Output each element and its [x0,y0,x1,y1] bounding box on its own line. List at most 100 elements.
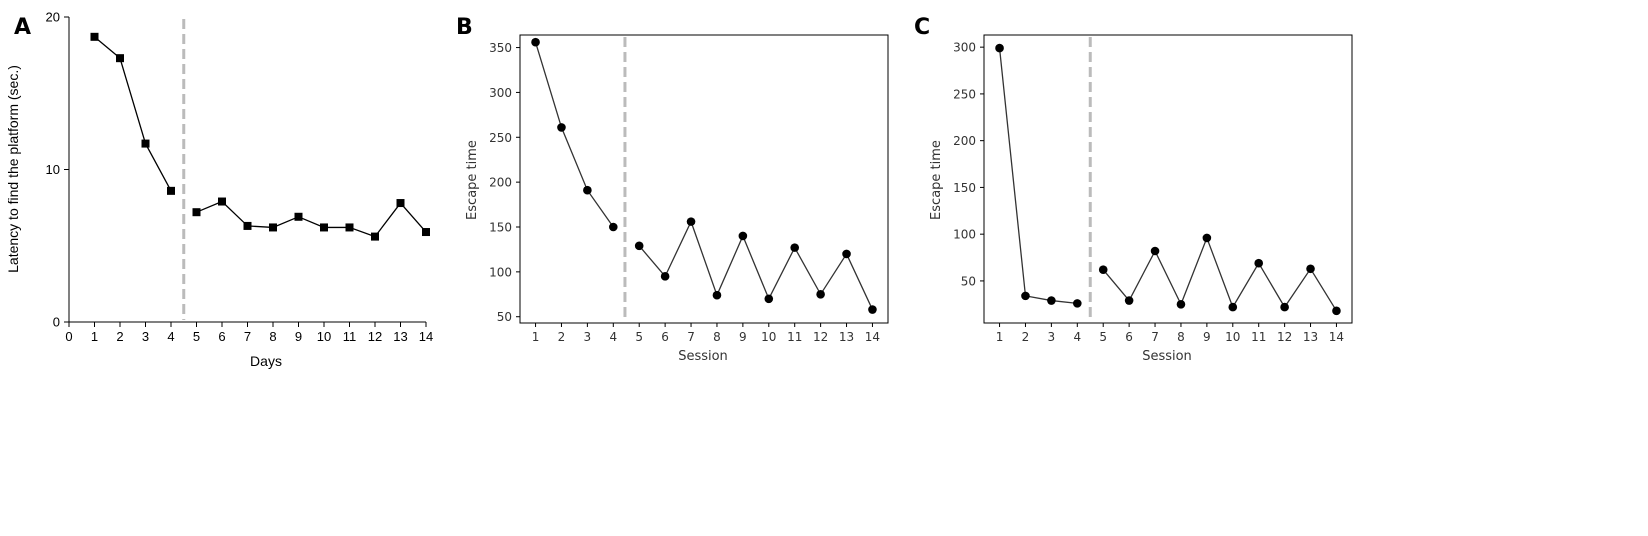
panel-c-x-tick-label: 12 [1277,330,1292,344]
panel-a-data-point [345,223,354,232]
panel-b-frame [519,34,889,324]
panel-a-x-tick-label: 3 [142,329,149,344]
panel-c-data-point [1202,233,1212,243]
panel-b-data-point [816,289,825,299]
panel-a-x-tick-label: 11 [343,329,357,344]
panel-a-x-tick-label: 6 [218,329,225,344]
panel-c-x-tick-label: 10 [1225,330,1240,344]
panel-c-x-tick-label: 14 [1329,330,1344,344]
panel-b-y-tick-label: 250 [489,131,512,145]
panel-a-x-axis-label: Days [250,353,282,369]
panel-b-x-tick-label: 6 [661,330,669,344]
panel-b-x-axis-label: Session [678,349,728,364]
panel-b-x-tick-label: 10 [761,330,776,344]
panel-a-data-point [422,228,430,237]
panel-c-x-tick-label: 1 [996,330,1004,344]
panel-b-y-tick-label: 350 [489,41,512,55]
panel-b-data-point [712,290,722,300]
panel-b-data-point [531,37,540,47]
panel-a-data-point [90,32,99,41]
panel-c-y-axis-label: Escape time [929,140,944,220]
panel-c-data-point [1254,258,1264,268]
panel-b-letter: B [456,15,473,40]
panel-b-x-tick-label: 7 [687,330,695,344]
panel-b-data-point [764,294,774,304]
panel-b-data-point [634,241,644,251]
panel-c-y-tick-label: 50 [961,274,976,288]
panel-a-data-point [269,223,277,232]
panel-c-data-point [1150,246,1160,256]
panel-c-x-tick-label: 6 [1125,330,1133,344]
panel-b-data-point [660,272,670,281]
panel-c-frame [983,34,1353,324]
panel-c-x-tick-label: 4 [1073,330,1081,344]
panel-a-data-point [192,208,201,217]
panel-c-x-tick-label: 5 [1099,330,1107,344]
panel-c-x-tick-label: 3 [1048,330,1056,344]
panel-c-data-point [1228,302,1238,312]
panel-a-x-tick-label: 9 [295,329,302,344]
panel-c-data-point [995,43,1004,53]
panel-c-data-point [1047,296,1056,305]
panel-a-series-line-1 [94,36,172,192]
panel-c-x-axis-label: Session [1142,349,1192,364]
panel-a-y-axis-label: Latency to find the platform (sec.) [5,65,21,273]
panel-c-series-line-1 [998,48,1078,305]
panel-b-data-point [790,243,800,252]
panel-c-data-point [1098,265,1108,275]
panel-c-y-tick-label: 150 [953,181,976,195]
panel-a-x-tick-label: 0 [65,329,72,344]
panel-b-x-tick-label: 3 [584,330,592,344]
panel-b-data-point [583,185,592,195]
panel-c-data-point [1072,299,1082,308]
panel-c-x-tick-label: 11 [1251,330,1266,344]
panel-b-x-tick-label: 12 [813,330,828,344]
panel-b-data-point [868,305,877,314]
panel-a-x-tick-label: 14 [419,329,433,344]
panel-c-data-point [1124,296,1134,305]
panel-c-series-line-2 [1102,236,1338,312]
panel-c-data-point [1332,306,1341,316]
panel-c-letter: C [914,15,930,40]
panel-c-data-point [1021,291,1030,301]
panel-c-data-point [1176,299,1186,309]
panel-b-x-tick-label: 4 [609,330,617,344]
panel-c-y-tick-label: 250 [953,87,976,101]
panel-a-data-point [294,212,303,221]
panel-b: B 1 2 3 4 5 6 7 8 9 10 11 12 13 145010015020025030035… [456,15,889,364]
panel-c-data-point [1306,264,1315,274]
panel-b-data-point [686,217,696,226]
panel-b-x-tick-label: 2 [558,330,566,344]
panel-b-y-tick-label: 200 [489,176,512,190]
panel-b-series-line-1 [534,41,614,228]
panel-b-x-tick-label: 1 [532,330,540,344]
panel-c-y-tick-label: 300 [953,41,976,55]
panel-a-data-point [243,221,252,230]
panel-b-y-tick-label: 300 [489,86,512,100]
panel-b-x-tick-label: 13 [839,330,854,344]
panel-a-x-tick-label: 12 [368,329,382,344]
panel-a-y-tick-label: 0 [53,315,60,330]
panel-c-x-tick-label: 9 [1203,330,1211,344]
panel-b-x-tick-label: 14 [865,330,880,344]
panel-a-x-tick-label: 7 [244,329,251,344]
panel-c-x-tick-label: 13 [1303,330,1318,344]
panel-c-data-point [1280,302,1289,312]
panel-b-data-point [842,249,851,259]
panel-a-x-tick-label: 10 [317,329,331,344]
panel-c-y-tick-label: 200 [953,134,976,148]
panel-a-x-tick-label: 1 [91,329,98,344]
panel-a-data-point [218,197,226,206]
panel-b-x-tick-label: 5 [635,330,643,344]
panel-b-y-tick-label: 150 [489,221,512,235]
panel-b-x-tick-label: 11 [787,330,802,344]
panel-a-x-tick-label: 2 [116,329,123,344]
panel-a-x-tick-label: 5 [193,329,200,344]
panel-b-y-axis-label: Escape time [465,140,480,220]
